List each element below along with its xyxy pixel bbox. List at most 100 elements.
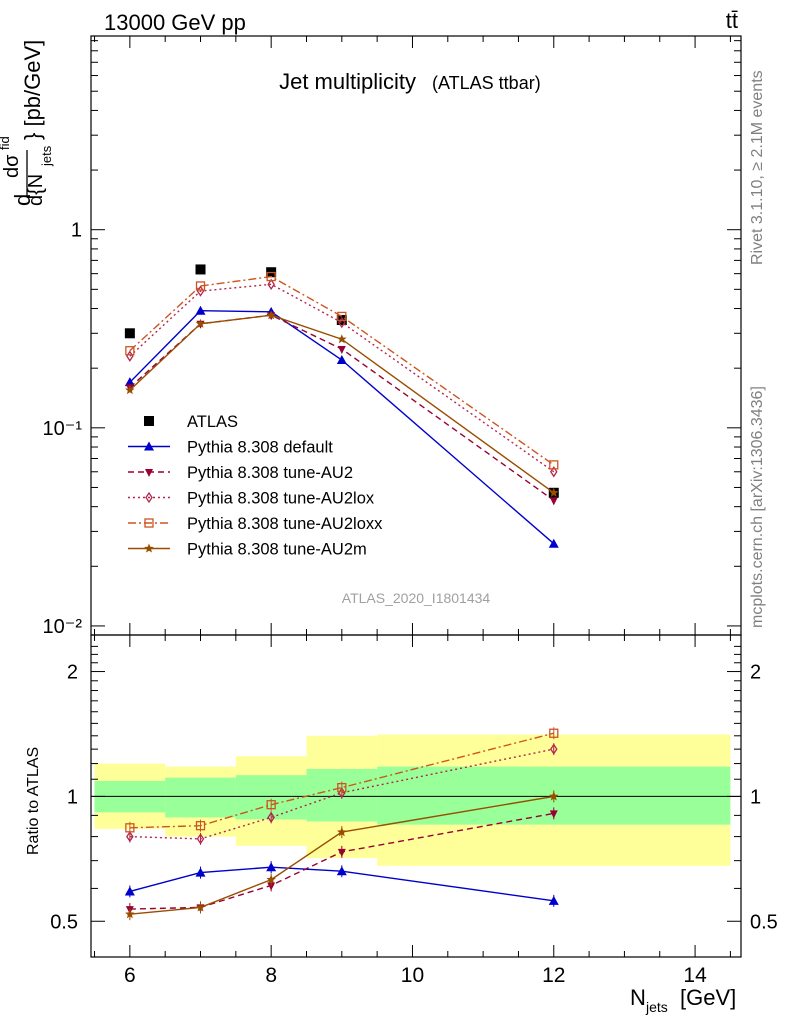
main-series-5 [125,310,559,497]
main-y-tick-label-1: 10⁻¹ [43,418,83,440]
ratio-series-2 [126,743,558,845]
main-point-3-4 [549,466,558,478]
main-point-4-2 [266,271,276,282]
ratio-point-3-1 [195,821,206,831]
x-tick-label-4: 14 [683,964,707,987]
main-y-axis-label: d dσ fid d{N jets } [pb/GeV] [0,40,54,206]
main-point-1-0 [124,377,135,387]
y-label-d: d [10,194,35,206]
ratio-point-2-2 [267,811,275,824]
ratio-point-3-4 [549,728,559,738]
beam-label: 13000 GeV pp [104,10,246,35]
ratio-point-4-3 [337,827,347,837]
main-point-1-1 [195,305,206,315]
ratio-point-3-3 [337,782,347,793]
main-point-5-2 [266,310,276,320]
main-point-4-3 [337,311,347,322]
main-point-3-2 [267,278,275,290]
legend-label-5: Pythia 8.308 tune-AU2m [187,541,367,559]
ratio-band-inner-1 [165,777,236,818]
ratio-series-0 [124,861,559,907]
main-point-0-1 [195,264,206,275]
main-point-5-3 [337,334,347,344]
main-point-0-0 [124,328,135,339]
legend-marker-5 [144,543,154,553]
ratio-y-tick-label-left-1: 1 [67,786,78,808]
legend-label-1: Pythia 8.308 default [187,439,333,457]
main-point-4-1 [195,281,206,291]
y-label-denominator: d{N [25,174,47,206]
main-panel [124,264,559,548]
ratio-point-4-4 [549,791,559,801]
plot-title: Jet multiplicity [279,69,416,94]
main-y-tick-label-2: 1 [71,220,82,242]
ratio-point-2-4 [549,743,558,755]
ratio-point-4-0 [125,909,135,919]
ratio-series-line-2 [129,748,554,840]
ratio-point-0-0 [124,886,135,896]
x-tick-label-2: 10 [401,964,424,987]
legend: ATLAS Pythia 8.308 default Pythia 8.308 tu… [128,413,383,559]
main-y-ticks: 10⁻² 10⁻¹ 1 [43,40,741,638]
legend-marker-2 [145,469,153,477]
ratio-y-tick-label-right-1: 1 [750,786,761,808]
main-point-4-4 [549,460,559,470]
mcplots-label: mcplots.cern.ch [arXiv:1306.3436] [749,386,766,628]
main-series-4 [125,271,559,470]
ratio-y-ticks: 0.5 0.5 1 1 2 2 [50,645,778,933]
legend-label-4: Pythia 8.308 tune-AU2loxx [187,515,383,533]
ratio-series-4 [125,790,559,921]
ratio-point-3-2 [266,800,276,810]
ratio-y-tick-label-left-0: 0.5 [50,911,78,933]
main-point-1-4 [548,538,559,548]
main-y-tick-label-0: 10⁻² [43,616,83,638]
x-ticks: 6 8 10 12 14 [94,36,731,987]
rivet-label: Rivet 3.1.10, ≥ 2.1M events [749,70,766,265]
x-label-unit: [GeV] [680,985,736,1010]
legend-label-2: Pythia 8.308 tune-AU2 [187,464,353,482]
ratio-panel [91,727,741,921]
ratio-point-4-2 [266,874,276,884]
main-series-0 [124,264,559,498]
x-label-main: N [630,985,646,1010]
x-tick-label-3: 12 [542,964,565,987]
legend-label-3: Pythia 8.308 tune-AU2lox [187,490,375,508]
main-point-2-4 [549,497,558,506]
x-tick-label-0: 6 [124,964,136,987]
main-series-line-4 [129,275,555,466]
legend-label-0: ATLAS [187,413,238,431]
y-label-fid: fid [0,136,12,150]
plot-subtitle: (ATLAS ttbar) [432,73,541,93]
ratio-y-tick-label-right-0: 0.5 [750,911,778,933]
x-label-sub: jets [645,999,668,1015]
ratio-y-tick-label-left-2: 2 [67,662,78,684]
ratio-point-4-1 [195,902,206,912]
y-label-dsigma: dσ [1,154,23,178]
ratio-point-0-1 [195,867,206,877]
analysis-id: ATLAS_2020_I1801434 [342,590,491,606]
legend-marker-3 [145,491,153,504]
ratio-point-0-3 [336,866,347,876]
y-label-unit: } [pb/GeV] [20,40,45,140]
legend-marker-4 [144,518,154,528]
ratio-point-1-2 [267,882,276,891]
main-point-4-0 [125,346,135,356]
main-point-5-0 [125,385,135,395]
ratio-point-1-4 [549,810,558,819]
ratio-point-2-0 [126,830,134,843]
main-point-5-1 [195,318,206,328]
x-axis-label: N jets [GeV] [630,985,736,1015]
ratio-point-1-3 [337,848,346,857]
x-tick-label-1: 8 [265,964,277,987]
main-point-5-4 [549,487,559,497]
ratio-y-tick-label-right-2: 2 [750,662,761,684]
ratio-y-axis-label: Ratio to ATLAS [25,747,42,855]
main-point-1-3 [336,354,347,364]
y-label-jets-sub: jets [39,145,54,167]
main-point-2-3 [337,345,346,354]
ratio-point-3-0 [125,823,135,833]
ratio-point-0-2 [266,862,277,872]
ratio-point-2-1 [196,833,205,845]
process-label: tt̄ [726,8,738,33]
